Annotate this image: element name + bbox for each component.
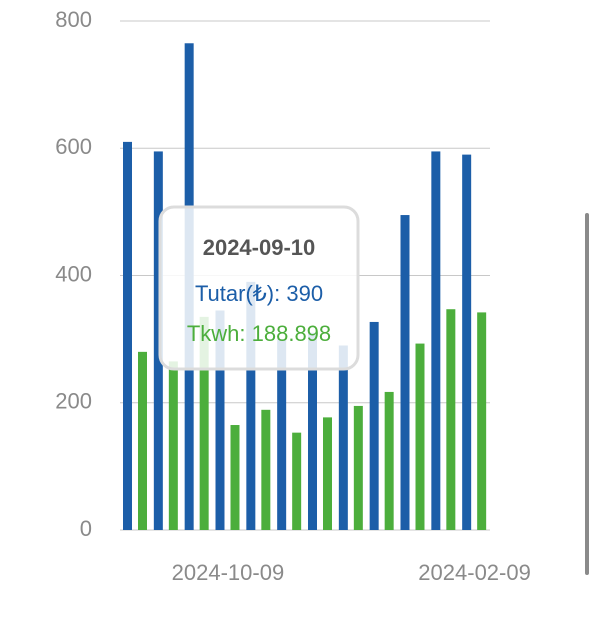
y-tick-label: 0 bbox=[80, 516, 92, 541]
bar bbox=[446, 309, 456, 530]
bar bbox=[168, 361, 178, 530]
bar bbox=[400, 215, 410, 530]
bar bbox=[415, 343, 425, 530]
bar bbox=[215, 310, 225, 530]
bar bbox=[246, 281, 256, 530]
bar bbox=[138, 351, 147, 530]
x-tick-label: 2024-10-09 bbox=[172, 560, 285, 585]
bar bbox=[123, 141, 132, 530]
scrollbar[interactable] bbox=[585, 213, 589, 575]
bar bbox=[261, 409, 271, 530]
x-tick-label: 2024-02-09 bbox=[418, 560, 531, 585]
bar bbox=[338, 345, 348, 530]
bar bbox=[431, 151, 441, 530]
y-tick-label: 200 bbox=[55, 389, 92, 414]
tooltip-line: Tutar(₺): 390 bbox=[195, 281, 323, 306]
bar bbox=[353, 405, 363, 530]
bar bbox=[308, 332, 317, 530]
bar bbox=[384, 391, 394, 530]
tooltip-box bbox=[158, 205, 360, 371]
tooltip-title: 2024-09-10 bbox=[203, 235, 316, 260]
tooltip: 2024-09-10 Tutar(₺): 390 Tkwh: 188.898 bbox=[158, 205, 360, 371]
bar bbox=[153, 151, 163, 530]
tooltip-line: Tkwh: 188.898 bbox=[187, 321, 331, 346]
bar bbox=[462, 154, 472, 531]
y-tick-label: 600 bbox=[55, 134, 92, 159]
bar bbox=[369, 321, 379, 530]
bar bbox=[292, 432, 302, 530]
y-tick-label: 800 bbox=[55, 7, 92, 32]
y-tick-label: 400 bbox=[55, 261, 92, 286]
bar bbox=[277, 339, 287, 530]
bar bbox=[230, 425, 240, 530]
bar bbox=[323, 417, 332, 530]
bar bbox=[477, 312, 487, 530]
bar bbox=[199, 316, 209, 530]
